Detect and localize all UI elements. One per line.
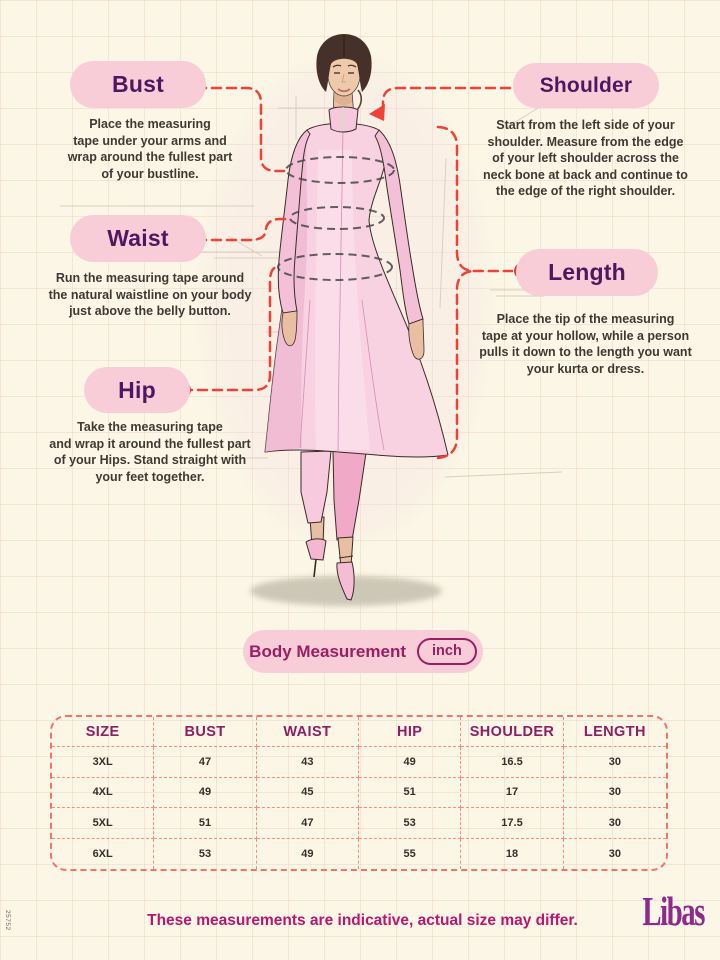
bust-label: Bust: [112, 71, 164, 97]
hair: [316, 34, 372, 92]
length-label: Length: [548, 259, 626, 285]
table-cell: 49: [359, 747, 462, 778]
table-cell: 45: [256, 777, 359, 809]
waist-label: Waist: [107, 225, 169, 251]
body-measurement-label: Body Measurement: [249, 641, 406, 661]
bust-ellipse: [285, 156, 395, 184]
table-cell: 53: [359, 808, 462, 839]
unit-chip[interactable]: inch: [417, 637, 477, 666]
kurta-seams: [299, 127, 385, 453]
table-cell: 47: [154, 747, 257, 778]
table-cell: 18: [461, 838, 564, 869]
length-connector-bottom: [436, 269, 477, 460]
measurement-ellipses: [277, 156, 395, 281]
length-description: Place the tip of the measuring tape at y…: [479, 312, 692, 376]
table-cell: 30: [608, 847, 621, 860]
model-figure: [264, 34, 449, 601]
table-cell: 49: [154, 777, 257, 809]
waist-callout-pill: Waist: [70, 215, 206, 262]
table-cell: 47: [256, 808, 359, 839]
shoulder-arrow-icon: [369, 104, 385, 121]
shoulder-label: Shoulder: [539, 73, 633, 97]
hip-callout-pill: Hip: [84, 367, 190, 413]
face-features: [332, 64, 357, 93]
hip-connector: [181, 265, 279, 392]
shoulder-description: Start from the left side of your shoulde…: [483, 118, 688, 198]
table-cell: 49: [257, 838, 359, 869]
table-header-hip: HIP: [359, 717, 462, 748]
bust-connector: [195, 86, 286, 173]
waist-connector: [195, 217, 291, 242]
hand-right: [408, 318, 425, 360]
brand-logo: Libas: [642, 888, 705, 934]
table-cell: 55: [359, 838, 462, 869]
waist-ellipse: [289, 206, 385, 230]
table-cell: 5XL: [52, 808, 155, 839]
callout-connectors: [181, 86, 527, 460]
bust-callout-pill: Bust: [70, 61, 206, 108]
bust-description: Place the measuring tape under your arms…: [67, 117, 233, 181]
shoulder-connector: [381, 86, 527, 109]
table-cell: 51: [359, 777, 462, 809]
table-header-shoulder: SHOULDER: [461, 717, 564, 748]
table-cell: 3XL: [52, 747, 155, 778]
table-header-length: LENGTH: [563, 717, 666, 748]
shoulder-callout-pill: Shoulder: [513, 63, 659, 108]
table-cell: 30: [563, 778, 666, 809]
shoe-strap: [338, 555, 354, 559]
hair-wisp: [356, 89, 363, 111]
hand-left: [281, 310, 298, 347]
table-cell: 16.5: [461, 747, 564, 778]
hip-ellipse: [277, 253, 393, 281]
length-callout-pill: Length: [516, 249, 658, 296]
table-cell: 30: [563, 808, 666, 839]
table-header-bust: BUST: [154, 717, 257, 748]
heel: [313, 558, 317, 578]
table-cell: 51: [154, 808, 257, 839]
table-header-waist: WAIST: [256, 717, 359, 748]
disclaimer-note: These measurements are indicative, actua…: [147, 912, 578, 929]
kurta-highlight: [315, 150, 370, 450]
table-cell: 6XL: [52, 838, 155, 869]
artwork-code: 25752: [4, 910, 11, 931]
table-cell: 4XL: [52, 777, 155, 809]
table-cell: 53: [154, 838, 257, 869]
waist-description: Run the measuring tape around the natura…: [48, 271, 252, 318]
table-header-size: SIZE: [52, 717, 155, 748]
size-table: SIZE BUST WAIST HIP SHOULDER LENGTH 3XL …: [50, 715, 668, 871]
table-cell: 30: [563, 747, 666, 778]
table-cell: 17.5: [461, 808, 564, 839]
hip-description: Take the measuring tape and wrap it arou…: [49, 420, 251, 484]
back-shoe: [305, 538, 327, 561]
body-measurement-bar: Body Measurement inch: [243, 630, 483, 673]
table-cell: 43: [256, 747, 359, 778]
hip-label: Hip: [118, 376, 156, 403]
table-cell: 17: [461, 777, 564, 809]
length-connector-top: [436, 125, 514, 273]
front-shoe: [336, 561, 355, 601]
